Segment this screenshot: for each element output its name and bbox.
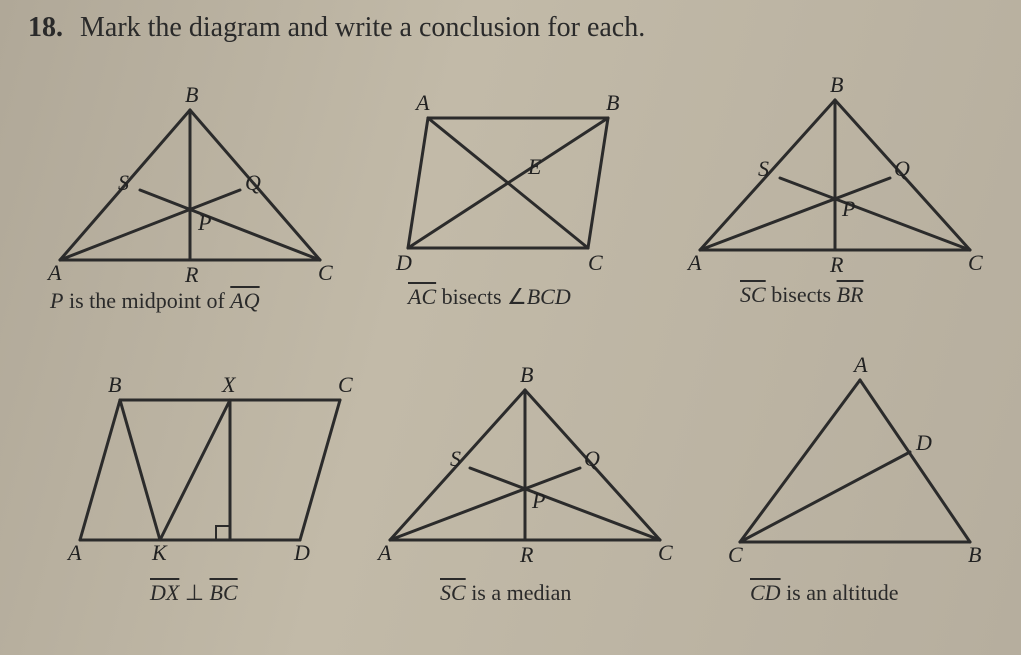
vertex-label: R bbox=[184, 262, 199, 287]
vertex-label: B bbox=[520, 362, 533, 387]
vertex-label: R bbox=[829, 252, 844, 277]
vertex-label: D bbox=[293, 540, 310, 565]
diagram-svg: A B C D bbox=[710, 352, 990, 572]
vertex-label: B bbox=[108, 372, 121, 397]
vertex-label: A bbox=[66, 540, 82, 565]
question-number: 18. bbox=[28, 12, 63, 44]
vertex-label: X bbox=[221, 372, 237, 397]
diagram-caption: AC bisects ∠BCD bbox=[408, 284, 571, 310]
vertex-label: E bbox=[527, 154, 542, 179]
vertex-label: C bbox=[728, 542, 743, 567]
question-text: Mark the diagram and write a conclusion … bbox=[80, 12, 645, 44]
diagram-svg: A B C D E bbox=[378, 78, 638, 278]
diagram-p4: B X C A K D bbox=[60, 360, 360, 570]
vertex-label: C bbox=[338, 372, 353, 397]
diagram-p6: A B C D bbox=[710, 352, 990, 572]
diagram-caption: SC bisects BR bbox=[740, 282, 863, 308]
diagram-svg: B X C A K D bbox=[60, 360, 360, 570]
diagram-p2: A B C D E bbox=[378, 78, 638, 278]
vertex-label: A bbox=[376, 540, 392, 565]
vertex-label: S bbox=[758, 156, 769, 181]
vertex-label: A bbox=[414, 90, 430, 115]
vertex-label: R bbox=[519, 542, 534, 567]
vertex-label: Q bbox=[584, 446, 600, 471]
vertex-label: S bbox=[450, 446, 461, 471]
diagram-caption: CD is an altitude bbox=[750, 580, 898, 606]
vertex-label: P bbox=[531, 488, 545, 513]
vertex-label: B bbox=[830, 72, 843, 97]
vertex-label: D bbox=[395, 250, 412, 275]
vertex-label: A bbox=[852, 352, 868, 377]
vertex-label: Q bbox=[894, 156, 910, 181]
diagram-caption: P is the midpoint of AQ bbox=[50, 288, 260, 314]
diagram-svg: A B C R S Q P bbox=[680, 70, 990, 280]
vertex-label: C bbox=[318, 260, 333, 285]
diagram-svg: A B C R S Q P bbox=[40, 80, 340, 290]
diagram-p1: A B C R S Q P bbox=[40, 80, 340, 290]
diagram-caption: SC is a median bbox=[440, 580, 571, 606]
vertex-label: P bbox=[197, 210, 211, 235]
worksheet-page: 18. Mark the diagram and write a conclus… bbox=[0, 0, 1021, 655]
vertex-label: D bbox=[915, 430, 932, 455]
vertex-label: A bbox=[46, 260, 62, 285]
vertex-label: Q bbox=[245, 170, 261, 195]
vertex-label: C bbox=[588, 250, 603, 275]
vertex-label: S bbox=[118, 170, 129, 195]
diagram-p5: A B C R S Q P bbox=[370, 360, 680, 570]
diagram-caption: DX ⊥ BC bbox=[150, 580, 238, 606]
vertex-label: C bbox=[968, 250, 983, 275]
vertex-label: B bbox=[606, 90, 619, 115]
vertex-label: K bbox=[151, 540, 168, 565]
vertex-label: C bbox=[658, 540, 673, 565]
vertex-label: P bbox=[841, 196, 855, 221]
vertex-label: B bbox=[968, 542, 981, 567]
vertex-label: A bbox=[686, 250, 702, 275]
diagram-p3: A B C R S Q P bbox=[680, 70, 990, 280]
vertex-label: B bbox=[185, 82, 198, 107]
diagram-svg: A B C R S Q P bbox=[370, 360, 680, 570]
